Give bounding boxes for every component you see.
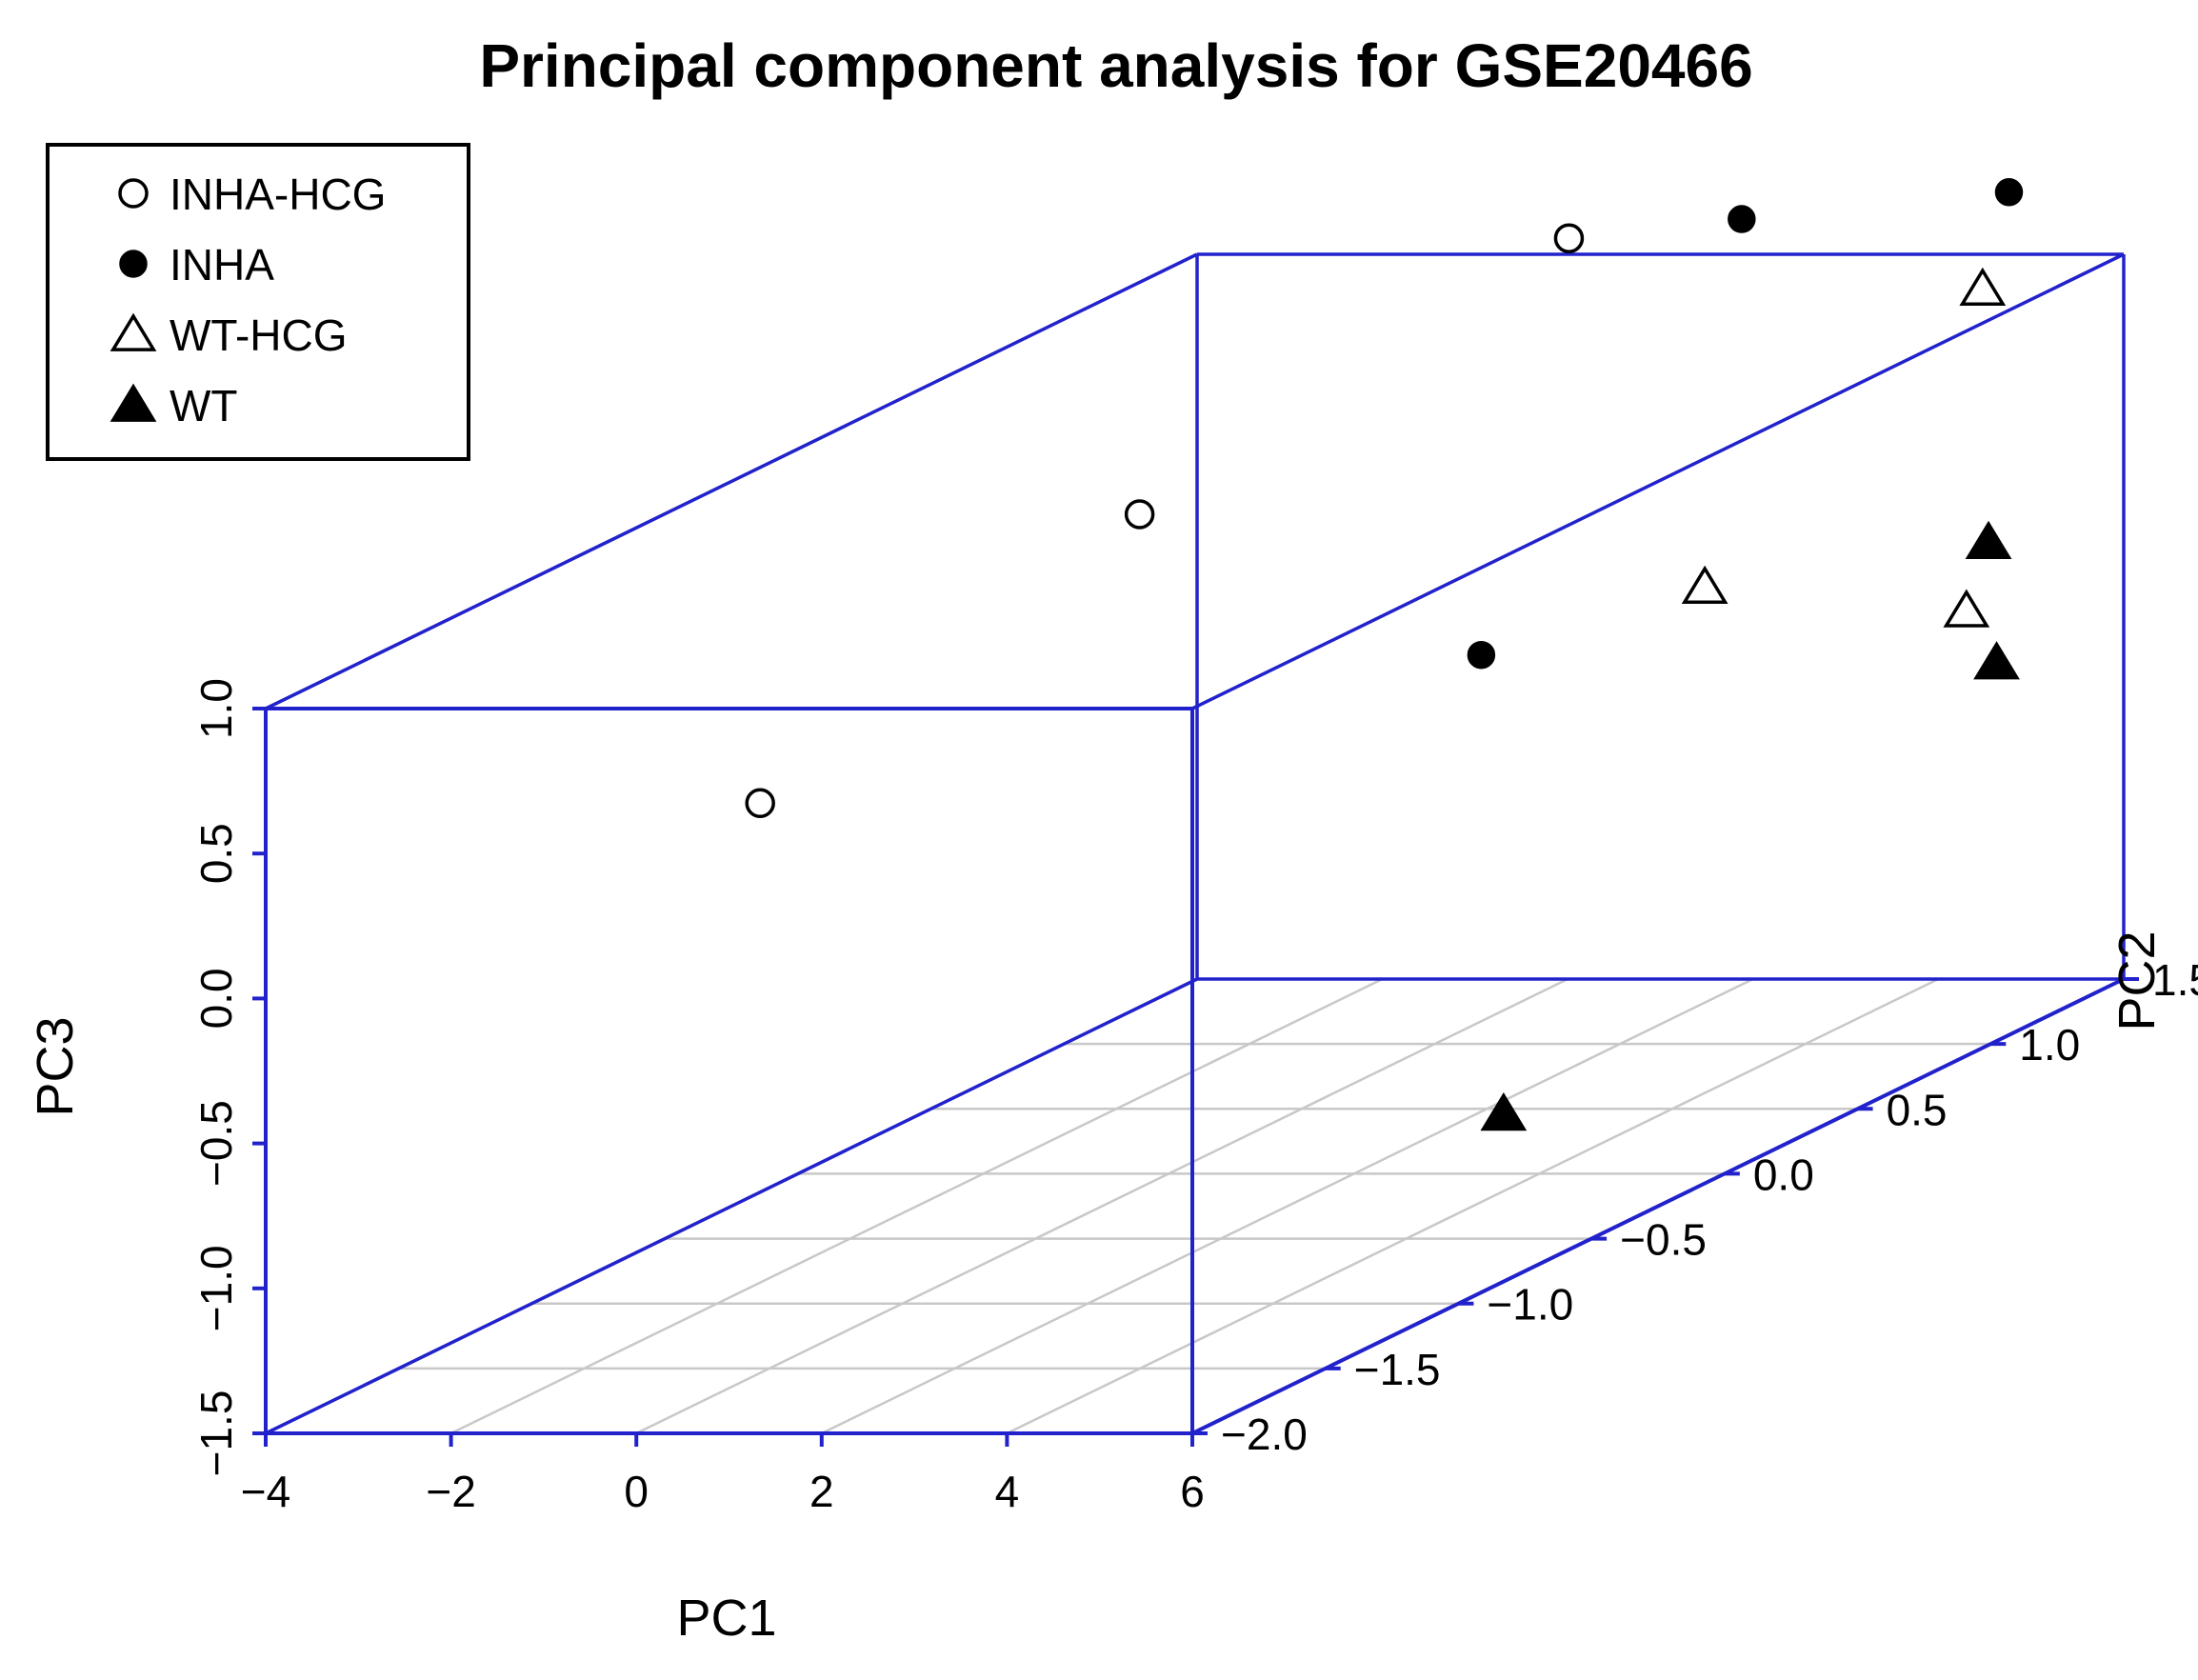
chart-title: Principal component analysis for GSE2046… <box>479 31 1752 100</box>
y-tick-label: −1.5 <box>1354 1345 1441 1394</box>
data-point-inha-hcg <box>1124 499 1155 530</box>
x-tick-label: 6 <box>1180 1467 1205 1516</box>
axis-ticks: −4 −2 0 2 4 6 −1.5 −1.0 −0.5 0.0 0.5 1.0 −2.0 −1.5 −1.… <box>191 678 2198 1516</box>
floor-grid-line <box>821 977 1754 1435</box>
floor-grid-line <box>635 977 1569 1435</box>
data-point-wt-hcg <box>1681 565 1728 604</box>
data-point-inha <box>1467 640 1496 670</box>
legend-label: INHA <box>170 240 274 290</box>
y-tick-label: 1.0 <box>2019 1020 2080 1070</box>
y-tick-label: 1.5 <box>2152 955 2198 1005</box>
legend-label: INHA-HCG <box>170 170 386 219</box>
box-edge <box>1191 252 2125 710</box>
x-axis-label: PC1 <box>676 1590 776 1647</box>
z-tick-label: 0.5 <box>191 823 241 884</box>
x-tick-label: 0 <box>624 1467 649 1516</box>
legend-item: INHA <box>119 240 274 290</box>
legend-marker-inha-hcg <box>118 178 149 209</box>
floor-grid-line <box>1006 977 1939 1435</box>
x-tick-label: −2 <box>426 1467 475 1516</box>
z-tick-label: 0.0 <box>191 968 241 1029</box>
legend-item: INHA-HCG <box>118 170 386 219</box>
data-points <box>745 178 2024 1131</box>
data-point-inha-hcg <box>1553 223 1585 253</box>
data-point-wt <box>1965 520 2012 560</box>
y-tick-label: −0.5 <box>1620 1215 1707 1265</box>
box-edge <box>265 977 1198 1435</box>
y-tick-label: −2.0 <box>1221 1410 1308 1459</box>
legend-label: WT <box>170 381 238 430</box>
x-tick-label: 2 <box>809 1467 834 1516</box>
box-edge <box>265 252 1198 710</box>
floor-grid-line <box>450 977 1384 1435</box>
legend-label: WT-HCG <box>170 310 348 360</box>
box-edge-front <box>1191 977 2125 1435</box>
data-point-wt-hcg <box>1959 267 2007 307</box>
data-point-inha <box>1994 178 2024 207</box>
y-tick-label: 0.0 <box>1753 1150 1814 1199</box>
box-back-edges <box>265 252 2126 1435</box>
z-tick-label: 1.0 <box>191 678 241 739</box>
data-point-wt-hcg <box>1943 589 1990 628</box>
legend-item: WT <box>110 381 238 430</box>
y-tick-label: −1.0 <box>1487 1280 1573 1330</box>
legend-box <box>46 143 470 461</box>
y-tick-label: 0.5 <box>1887 1085 1948 1134</box>
data-point-inha <box>1728 205 1756 233</box>
data-point-wt <box>1480 1092 1528 1131</box>
legend-marker-inha <box>119 250 148 278</box>
x-tick-label: 4 <box>995 1467 1020 1516</box>
z-tick-label: −0.5 <box>191 1100 241 1187</box>
legend-item: WT-HCG <box>110 310 348 360</box>
legend-marker-wt <box>110 383 157 422</box>
z-tick-label: −1.5 <box>191 1390 241 1477</box>
z-tick-label: −1.0 <box>191 1245 241 1331</box>
data-point-wt <box>1973 641 2020 680</box>
legend: INHA-HCG INHA WT-HCG WT <box>46 143 470 461</box>
box-front-edges <box>264 707 2125 1435</box>
floor-grid <box>265 977 2125 1435</box>
data-point-inha-hcg <box>745 788 775 819</box>
legend-marker-wt-hcg <box>110 312 157 351</box>
y-axis-label: PC2 <box>2108 930 2166 1030</box>
z-axis-label: PC3 <box>27 1016 84 1116</box>
x-tick-label: −4 <box>241 1467 290 1516</box>
